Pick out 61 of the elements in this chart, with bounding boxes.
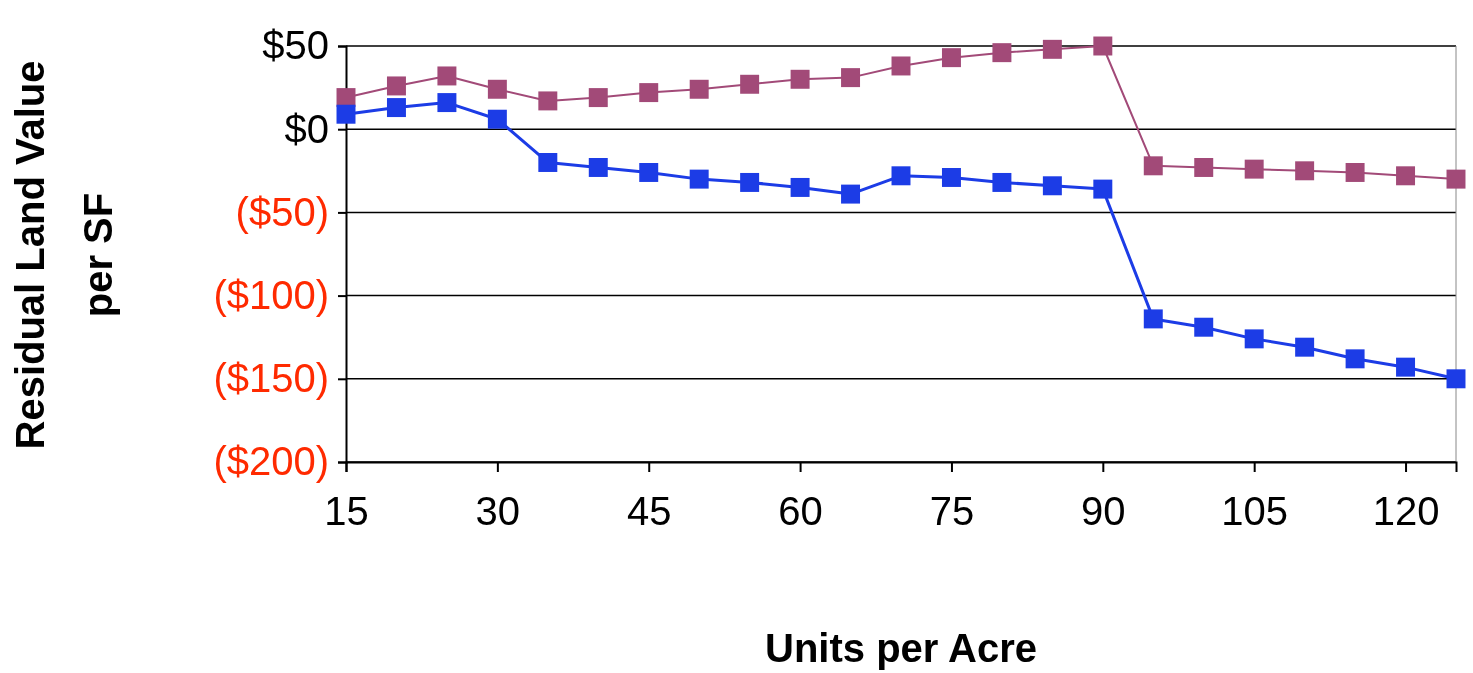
point: [1194, 157, 1214, 177]
point: [992, 172, 1012, 192]
point: [1446, 169, 1466, 189]
y-tick-label: $0: [284, 106, 329, 151]
x-tick-label: 105: [1221, 489, 1289, 533]
point: [1194, 317, 1214, 337]
point: [1093, 36, 1113, 56]
x-tick-label: 15: [324, 489, 369, 533]
point: [1295, 337, 1315, 357]
point: [790, 177, 810, 197]
point: [1143, 156, 1163, 176]
point: [437, 93, 457, 113]
point: [1143, 309, 1163, 329]
point: [689, 79, 709, 99]
y-tick-label: $50: [262, 23, 329, 68]
point: [588, 88, 608, 108]
point: [841, 68, 861, 88]
point: [437, 66, 457, 86]
point: [1396, 357, 1416, 377]
point: [1244, 159, 1264, 179]
point: [1093, 179, 1113, 199]
point: [1446, 369, 1466, 389]
point: [639, 162, 659, 182]
point: [1042, 176, 1062, 196]
x-tick-label: 45: [626, 489, 672, 533]
point: [740, 74, 760, 94]
y-tick-label: ($200): [213, 439, 329, 484]
point: [487, 109, 507, 129]
point: [538, 91, 558, 111]
point: [588, 157, 608, 177]
y-tick-label: ($50): [235, 189, 329, 234]
point: [1345, 349, 1365, 369]
x-axis-title: Units per Acre: [765, 626, 1037, 670]
point: [992, 43, 1012, 63]
point: [740, 172, 760, 192]
point: [336, 104, 356, 124]
point: [538, 152, 558, 172]
point: [1396, 166, 1416, 186]
x-tick-label: 30: [475, 489, 521, 533]
point: [941, 48, 961, 68]
point: [891, 166, 911, 186]
y-axis-title: Residual Land Value per SF: [8, 60, 120, 450]
x-tick-label: 75: [929, 489, 975, 533]
y-tick-label: ($150): [213, 356, 329, 401]
point: [941, 167, 961, 187]
point: [1244, 329, 1264, 349]
point: [386, 76, 406, 96]
point: [1345, 162, 1365, 182]
point: [891, 56, 911, 76]
x-tick-label: 120: [1372, 489, 1440, 533]
point: [386, 98, 406, 118]
point: [487, 79, 507, 99]
point: [1042, 39, 1062, 59]
x-tick-label: 90: [1081, 489, 1126, 533]
y-tick-label: ($100): [213, 272, 329, 317]
point: [790, 69, 810, 89]
point: [639, 83, 659, 103]
point: [841, 184, 861, 204]
point: [1295, 161, 1315, 181]
x-tick-label: 60: [778, 489, 823, 533]
point: [689, 169, 709, 189]
